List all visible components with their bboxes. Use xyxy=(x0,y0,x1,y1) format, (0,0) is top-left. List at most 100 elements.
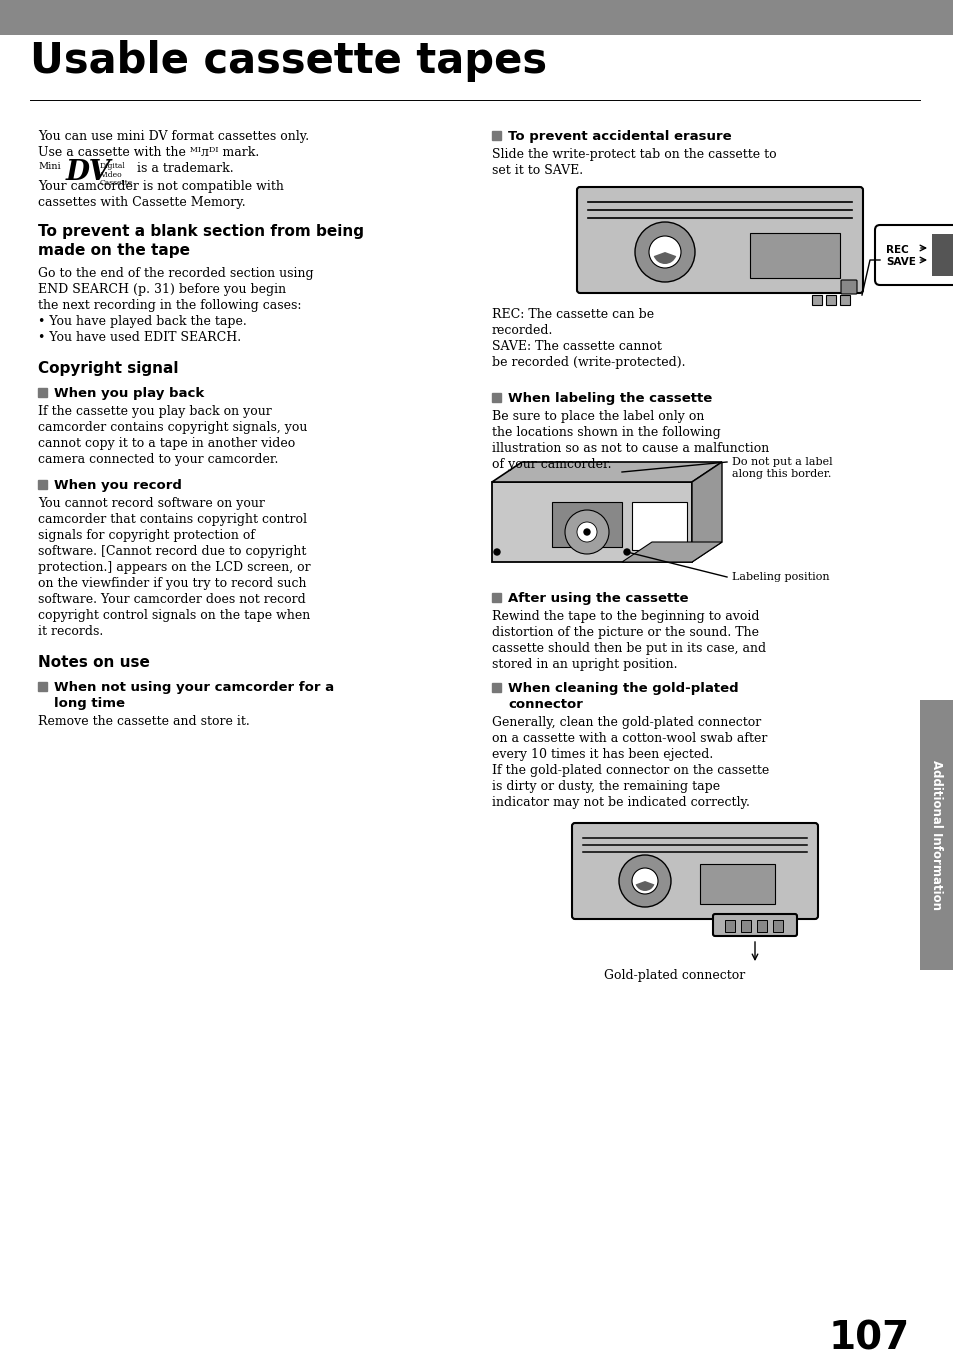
Text: When not using your camcorder for a: When not using your camcorder for a xyxy=(54,681,334,693)
Text: Digital
Video
Cassette: Digital Video Cassette xyxy=(100,161,133,187)
Text: every 10 times it has been ejected.: every 10 times it has been ejected. xyxy=(492,748,713,761)
Bar xyxy=(0,0,953,35)
Text: When labeling the cassette: When labeling the cassette xyxy=(507,392,712,404)
Circle shape xyxy=(577,522,597,541)
Text: REC: The cassette can be: REC: The cassette can be xyxy=(492,308,654,322)
Text: on a cassette with a cotton-wool swab after: on a cassette with a cotton-wool swab af… xyxy=(492,731,766,745)
Bar xyxy=(740,920,750,932)
Text: When you record: When you record xyxy=(54,479,182,493)
Bar xyxy=(772,920,782,932)
Text: Your camcorder is not compatible with: Your camcorder is not compatible with xyxy=(38,180,284,193)
Text: software. Your camcorder does not record: software. Your camcorder does not record xyxy=(38,593,305,607)
Text: 107: 107 xyxy=(828,1320,909,1357)
Text: software. [Cannot record due to copyright: software. [Cannot record due to copyrigh… xyxy=(38,546,306,558)
Bar xyxy=(631,502,686,550)
Text: indicator may not be indicated correctly.: indicator may not be indicated correctly… xyxy=(492,797,749,809)
FancyBboxPatch shape xyxy=(577,187,862,293)
Text: stored in an upright position.: stored in an upright position. xyxy=(492,658,677,670)
Text: SAVE: SAVE xyxy=(885,256,915,267)
Circle shape xyxy=(631,868,658,894)
Bar xyxy=(724,920,734,932)
Text: After using the cassette: After using the cassette xyxy=(507,592,688,605)
Text: it records.: it records. xyxy=(38,626,103,638)
Text: the locations shown in the following: the locations shown in the following xyxy=(492,426,720,440)
Text: You can use mini DV format cassettes only.: You can use mini DV format cassettes onl… xyxy=(38,130,309,142)
Text: the next recording in the following cases:: the next recording in the following case… xyxy=(38,299,301,312)
Text: cassette should then be put in its case, and: cassette should then be put in its case,… xyxy=(492,642,765,655)
Bar xyxy=(492,394,500,402)
Text: Go to the end of the recorded section using: Go to the end of the recorded section us… xyxy=(38,267,314,280)
Bar xyxy=(931,233,953,275)
Text: distortion of the picture or the sound. The: distortion of the picture or the sound. … xyxy=(492,626,759,639)
FancyBboxPatch shape xyxy=(712,915,796,936)
Text: Slide the write-protect tab on the cassette to: Slide the write-protect tab on the casse… xyxy=(492,148,776,161)
Bar xyxy=(919,700,953,970)
Text: Copyright signal: Copyright signal xyxy=(38,361,178,376)
Circle shape xyxy=(618,855,670,906)
FancyBboxPatch shape xyxy=(874,225,953,285)
Bar xyxy=(840,294,849,305)
Text: You cannot record software on your: You cannot record software on your xyxy=(38,497,265,510)
Circle shape xyxy=(623,550,629,555)
Text: • You have played back the tape.: • You have played back the tape. xyxy=(38,315,247,328)
Bar xyxy=(552,502,621,547)
Text: Notes on use: Notes on use xyxy=(38,655,150,670)
Polygon shape xyxy=(492,482,691,562)
Text: Labeling position: Labeling position xyxy=(731,573,829,582)
Circle shape xyxy=(494,550,499,555)
Text: connector: connector xyxy=(507,697,582,711)
Text: made on the tape: made on the tape xyxy=(38,243,190,258)
Circle shape xyxy=(635,223,695,282)
Text: signals for copyright protection of: signals for copyright protection of xyxy=(38,529,254,541)
Bar xyxy=(700,864,774,904)
Text: Remove the cassette and store it.: Remove the cassette and store it. xyxy=(38,715,250,727)
Text: Generally, clean the gold-plated connector: Generally, clean the gold-plated connect… xyxy=(492,716,760,729)
Text: Mini: Mini xyxy=(38,161,61,171)
Text: SAVE: The cassette cannot: SAVE: The cassette cannot xyxy=(492,341,661,353)
Bar xyxy=(825,294,835,305)
Text: is a trademark.: is a trademark. xyxy=(132,161,233,175)
Text: camcorder that contains copyright control: camcorder that contains copyright contro… xyxy=(38,513,307,527)
Text: is dirty or dusty, the remaining tape: is dirty or dusty, the remaining tape xyxy=(492,780,720,792)
Text: set it to SAVE.: set it to SAVE. xyxy=(492,164,582,176)
Polygon shape xyxy=(492,461,721,482)
Text: be recorded (write-protected).: be recorded (write-protected). xyxy=(492,356,685,369)
Text: DV: DV xyxy=(66,159,111,186)
Text: copyright control signals on the tape when: copyright control signals on the tape wh… xyxy=(38,609,310,622)
Wedge shape xyxy=(653,252,676,265)
Bar xyxy=(757,920,766,932)
Wedge shape xyxy=(635,881,654,892)
FancyBboxPatch shape xyxy=(572,822,817,919)
Text: Do not put a label
along this border.: Do not put a label along this border. xyxy=(731,457,832,479)
Text: cannot copy it to a tape in another video: cannot copy it to a tape in another vide… xyxy=(38,437,294,451)
Text: REC: REC xyxy=(885,246,908,255)
Circle shape xyxy=(648,236,680,267)
Text: When cleaning the gold-plated: When cleaning the gold-plated xyxy=(507,683,738,695)
Text: on the viewfinder if you try to record such: on the viewfinder if you try to record s… xyxy=(38,577,306,590)
Text: protection.] appears on the LCD screen, or: protection.] appears on the LCD screen, … xyxy=(38,560,311,574)
Text: Usable cassette tapes: Usable cassette tapes xyxy=(30,39,547,81)
Bar xyxy=(749,233,840,278)
Text: Be sure to place the label only on: Be sure to place the label only on xyxy=(492,410,703,423)
Text: camera connected to your camcorder.: camera connected to your camcorder. xyxy=(38,453,278,465)
Text: END SEARCH (p. 31) before you begin: END SEARCH (p. 31) before you begin xyxy=(38,284,286,296)
Bar xyxy=(492,593,500,603)
Text: camcorder contains copyright signals, you: camcorder contains copyright signals, yo… xyxy=(38,421,307,434)
Text: Rewind the tape to the beginning to avoid: Rewind the tape to the beginning to avoi… xyxy=(492,611,759,623)
Bar xyxy=(38,683,47,691)
Text: If the cassette you play back on your: If the cassette you play back on your xyxy=(38,404,272,418)
Circle shape xyxy=(564,510,608,554)
Text: recorded.: recorded. xyxy=(492,324,553,337)
Bar xyxy=(811,294,821,305)
Text: To prevent accidental erasure: To prevent accidental erasure xyxy=(507,130,731,142)
Bar xyxy=(38,388,47,398)
Polygon shape xyxy=(691,461,721,562)
Text: • You have used EDIT SEARCH.: • You have used EDIT SEARCH. xyxy=(38,331,241,345)
Text: If the gold-plated connector on the cassette: If the gold-plated connector on the cass… xyxy=(492,764,768,778)
Bar xyxy=(38,480,47,489)
Text: Use a cassette with the ᴹᴵᴫᴰᴵ mark.: Use a cassette with the ᴹᴵᴫᴰᴵ mark. xyxy=(38,147,259,159)
Text: When you play back: When you play back xyxy=(54,387,204,400)
Circle shape xyxy=(583,529,589,535)
Polygon shape xyxy=(621,541,721,562)
Text: illustration so as not to cause a malfunction: illustration so as not to cause a malfun… xyxy=(492,442,768,455)
